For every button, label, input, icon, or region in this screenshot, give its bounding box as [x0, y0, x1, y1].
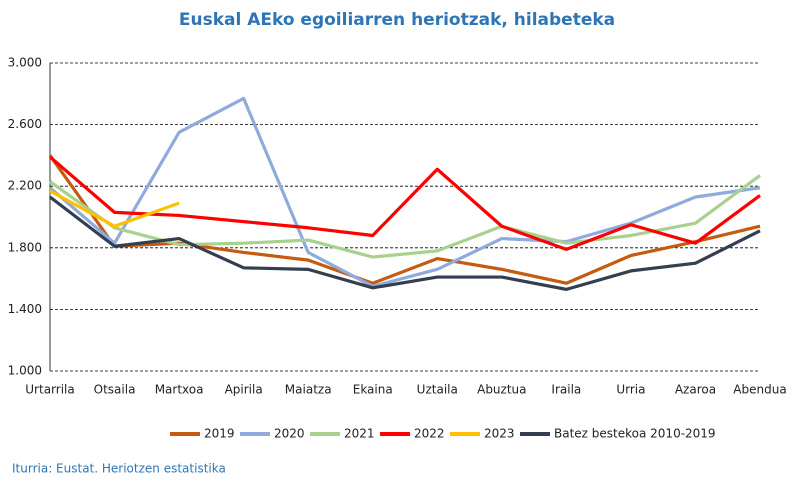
series-line: [48, 154, 761, 285]
x-tick-label: Uztaila: [417, 383, 458, 397]
y-tick-label: 3.000: [8, 56, 42, 70]
x-tick-label: Apirila: [225, 383, 263, 397]
chart-title: Euskal AEko egoiliarren heriotzak, hilab…: [179, 10, 615, 30]
x-tick-label: Martxoa: [155, 383, 204, 397]
x-tick-label: Ekaina: [353, 383, 393, 397]
x-tick-label: Urria: [616, 383, 645, 397]
y-tick-label: 1.800: [8, 240, 42, 254]
x-tick-label: Maiatza: [285, 383, 332, 397]
x-tick-label: Abendua: [733, 383, 786, 397]
y-tick-label: 1.400: [8, 302, 42, 316]
legend-label: 2021: [344, 427, 375, 441]
x-tick-label: Otsaila: [94, 383, 136, 397]
series-line: [49, 189, 180, 228]
y-tick-label: 1.000: [8, 364, 42, 378]
series-line: [49, 195, 761, 291]
series-line: [48, 96, 761, 288]
series-line: [48, 155, 761, 251]
x-tick-label: Azaroa: [675, 383, 716, 397]
legend-label: 2023: [484, 427, 515, 441]
x-tick-label: Iraila: [551, 383, 581, 397]
legend-label: 2022: [414, 427, 445, 441]
x-tick-label: Abuztua: [477, 383, 526, 397]
legend-label: Batez bestekoa 2010-2019: [554, 427, 716, 441]
legend-label: 2019: [204, 427, 235, 441]
x-tick-label: Urtarrila: [25, 383, 74, 397]
y-tick-label: 2.600: [8, 117, 42, 131]
legend-label: 2020: [274, 427, 305, 441]
y-tick-label: 2.200: [8, 179, 42, 193]
series-line: [49, 174, 761, 259]
source-note: Iturria: Eustat. Heriotzen estatistika: [12, 462, 226, 476]
